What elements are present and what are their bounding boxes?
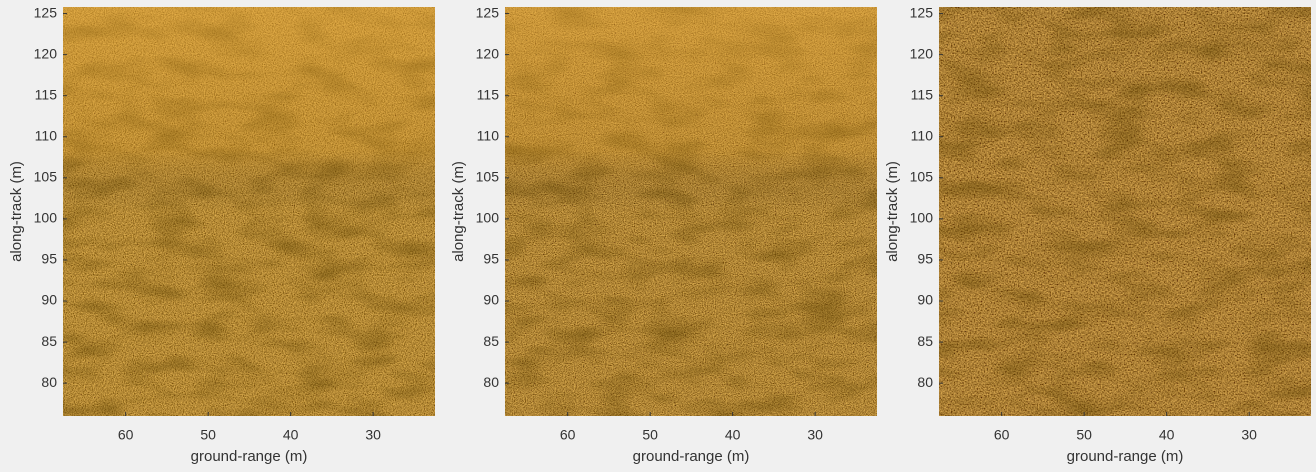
y-tick-label: 95 xyxy=(41,251,57,267)
y-tick-label: 120 xyxy=(34,45,58,61)
y-tick-label: 95 xyxy=(483,251,499,267)
x-tick-label: 50 xyxy=(200,427,216,443)
y-tick-label: 80 xyxy=(917,374,933,390)
panel: 60 50 40 30 80 85 90 95 100 105 110 115 120 125 ground… xyxy=(8,4,435,465)
y-tick-label: 80 xyxy=(41,374,57,390)
x-axis-label: ground-range (m) xyxy=(633,448,750,465)
panel: 60 50 40 30 80 85 90 95 100 105 110 115 120 125 ground… xyxy=(450,4,877,465)
y-tick-label: 125 xyxy=(34,4,58,20)
x-tick-label: 40 xyxy=(725,427,741,443)
y-tick-label: 120 xyxy=(910,45,934,61)
y-axis-label: along-track (m) xyxy=(450,161,467,262)
y-tick-label: 90 xyxy=(41,292,57,308)
y-tick-label: 110 xyxy=(35,127,58,143)
x-axis-label: ground-range (m) xyxy=(191,448,308,465)
y-tick-label: 125 xyxy=(910,4,934,20)
y-tick-label: 100 xyxy=(34,210,58,226)
x-tick-label: 50 xyxy=(642,427,658,443)
x-tick-label: 30 xyxy=(1241,427,1257,443)
y-tick-label: 125 xyxy=(476,4,500,20)
x-tick-label: 60 xyxy=(560,427,576,443)
y-tick-label: 85 xyxy=(41,333,57,349)
y-axis-label: along-track (m) xyxy=(884,161,901,262)
y-tick-label: 90 xyxy=(483,292,499,308)
x-tick-label: 40 xyxy=(283,427,299,443)
y-tick-label: 120 xyxy=(476,45,500,61)
y-tick-label: 80 xyxy=(483,374,499,390)
y-tick-label: 110 xyxy=(477,127,500,143)
x-tick-label: 30 xyxy=(807,427,823,443)
sonar-highlight xyxy=(63,7,435,416)
y-tick-label: 105 xyxy=(34,169,58,185)
x-tick-label: 60 xyxy=(118,427,134,443)
y-tick-label: 100 xyxy=(476,210,500,226)
panel: 60 50 40 30 80 85 90 95 100 105 110 115 120 125 ground… xyxy=(884,4,1311,465)
y-tick-label: 110 xyxy=(911,127,934,143)
sonar-shading xyxy=(939,7,1311,416)
x-axis-label: ground-range (m) xyxy=(1067,448,1184,465)
y-tick-label: 105 xyxy=(476,169,500,185)
x-tick-label: 30 xyxy=(365,427,381,443)
y-tick-label: 85 xyxy=(917,333,933,349)
y-tick-label: 85 xyxy=(483,333,499,349)
y-tick-label: 105 xyxy=(910,169,934,185)
x-tick-label: 50 xyxy=(1076,427,1092,443)
y-tick-label: 115 xyxy=(911,86,934,102)
sonar-highlight xyxy=(505,7,877,416)
x-tick-label: 40 xyxy=(1159,427,1175,443)
y-tick-label: 115 xyxy=(477,86,500,102)
y-tick-label: 115 xyxy=(35,86,58,102)
y-tick-label: 90 xyxy=(917,292,933,308)
y-axis-label: along-track (m) xyxy=(8,161,25,262)
y-tick-label: 100 xyxy=(910,210,934,226)
y-tick-label: 95 xyxy=(917,251,933,267)
x-tick-label: 60 xyxy=(994,427,1010,443)
